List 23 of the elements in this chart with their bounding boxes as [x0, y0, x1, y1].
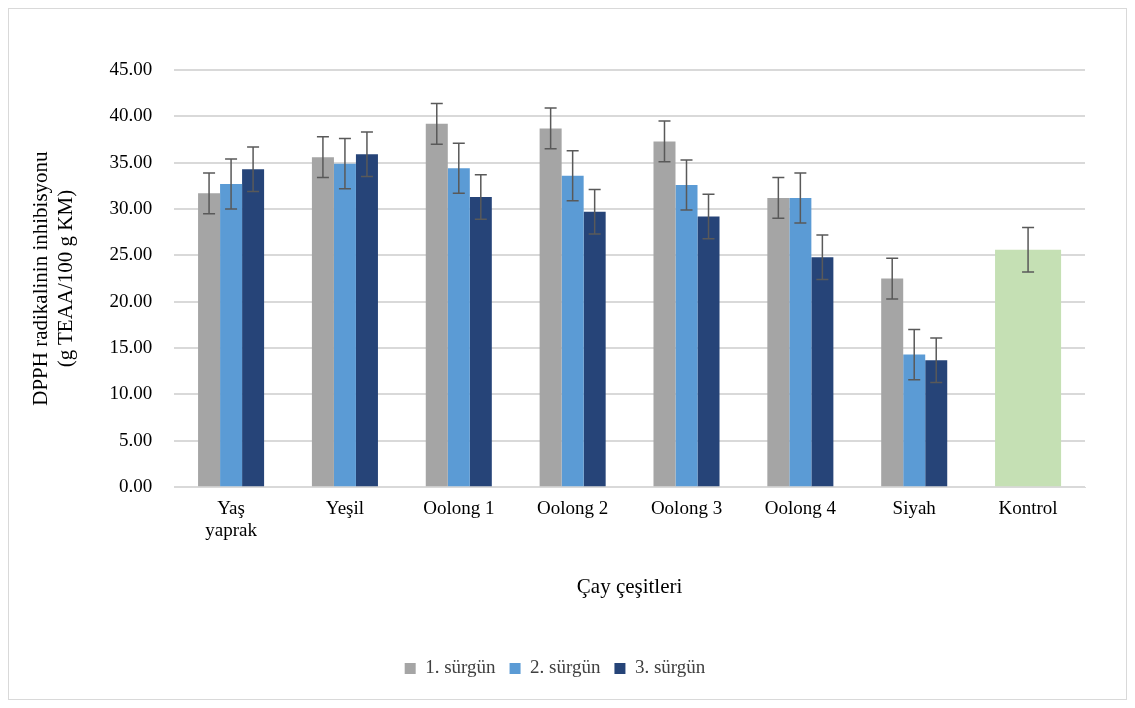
x-tick-label: Oolong 4: [764, 496, 837, 518]
legend-label: 2. sürgün: [530, 656, 601, 678]
x-tick-label: Siyah: [892, 496, 937, 518]
x-tick-label: Oolong 1: [423, 496, 495, 518]
x-tick-label: Kontrol: [998, 496, 1058, 518]
y-tick-label: 20.00: [109, 289, 153, 311]
y-tick-label: 0.00: [118, 475, 153, 497]
y-tick-label: 30.00: [109, 197, 153, 219]
legend-label: 1. sürgün: [425, 656, 497, 678]
y-tick-label: 15.00: [109, 336, 153, 358]
y-tick-label: 40.00: [109, 104, 153, 126]
x-tick-label: Yeşil: [325, 496, 365, 518]
x-axis-title: Çay çeşitleri: [576, 573, 683, 598]
x-tick-label: Oolong 3: [650, 496, 723, 518]
y-tick-label: 5.00: [118, 428, 153, 450]
y-axis-title: DPPH radikalinin inhibisyonu (g TEAA/100 g KM): [28, 150, 78, 406]
y-tick-label: 45.00: [109, 57, 153, 79]
y-tick-label: 25.00: [109, 243, 153, 265]
x-tick-label: Yaş yaprak: [205, 496, 258, 541]
y-tick-label: 10.00: [109, 382, 153, 404]
legend-label: 3. sürgün: [634, 656, 706, 678]
x-tick-label: Oolong 2: [537, 496, 609, 518]
y-tick-label: 35.00: [109, 150, 153, 172]
